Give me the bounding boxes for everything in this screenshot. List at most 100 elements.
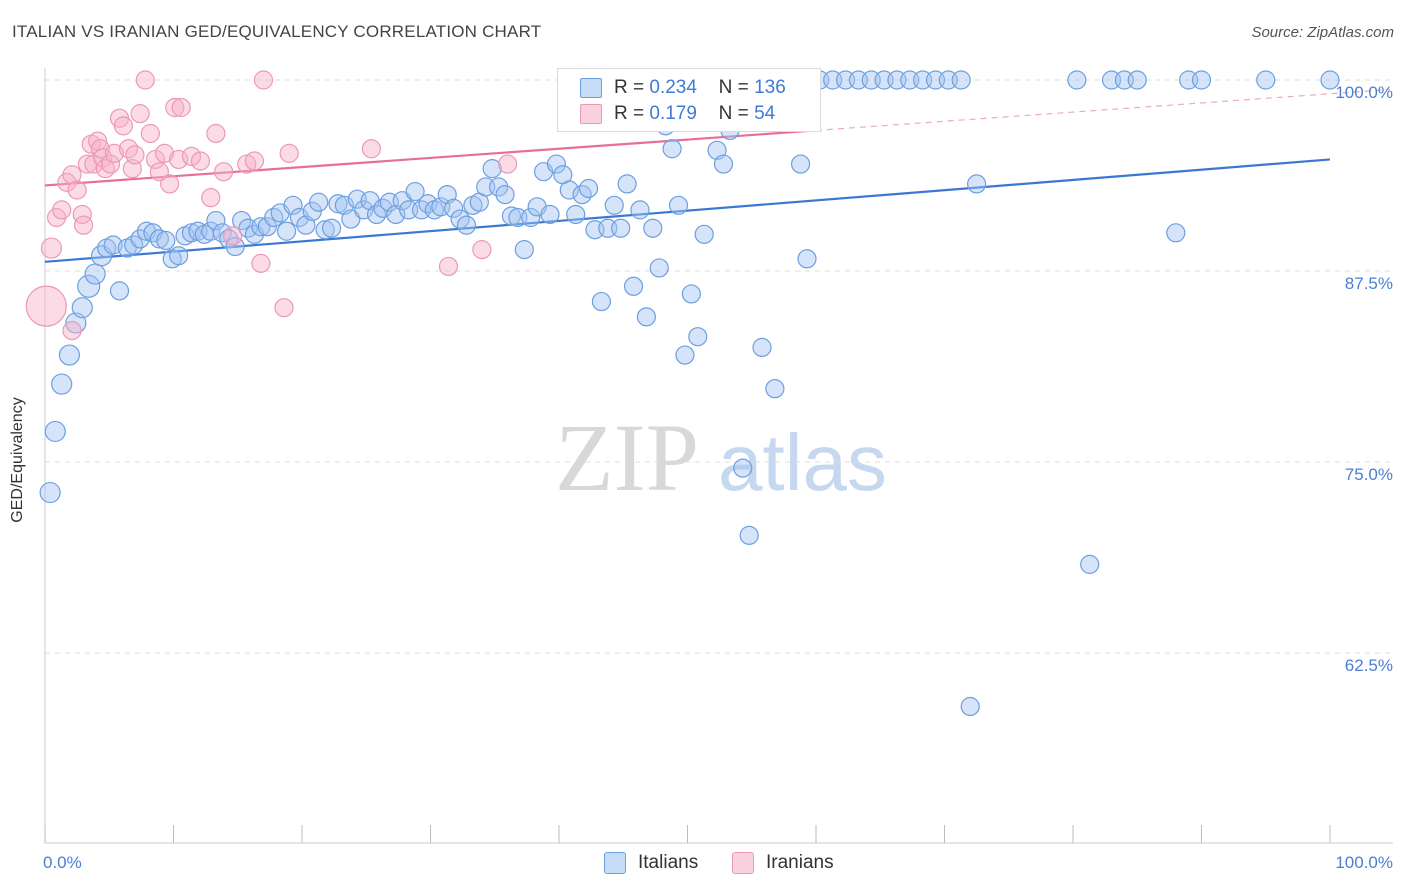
- iranians-point: [130, 104, 150, 124]
- italians-point: [149, 229, 169, 249]
- iranians-swatch: [580, 104, 602, 124]
- italians-point: [713, 154, 734, 174]
- iranians-point: [244, 151, 265, 171]
- italians-point: [662, 139, 682, 159]
- italians-point: [765, 379, 785, 399]
- iranians-point: [100, 154, 121, 174]
- italians-point: [636, 307, 656, 327]
- iranians-point: [104, 143, 124, 163]
- italians-point: [309, 192, 329, 212]
- italians-point: [604, 195, 624, 215]
- italians-point: [77, 274, 101, 298]
- legend-item-iranians[interactable]: Iranians: [732, 852, 834, 874]
- iranians-point: [223, 226, 243, 246]
- iranians-point: [171, 97, 191, 118]
- italians-point: [739, 525, 759, 545]
- iranians-point: [67, 180, 87, 200]
- italians-point: [71, 297, 93, 319]
- legend-row-iranians: R = 0.179 N = 54: [580, 102, 775, 126]
- italians-point: [109, 281, 130, 301]
- italians-point: [51, 373, 73, 395]
- italians-point: [321, 218, 342, 238]
- italians-point: [566, 204, 586, 225]
- italians-point: [733, 458, 753, 478]
- iranians-point: [154, 143, 175, 163]
- iranians-point: [135, 70, 155, 90]
- italians-point: [623, 276, 644, 296]
- italians-point: [156, 230, 176, 251]
- italians-point: [482, 159, 502, 179]
- chart-title: ITALIAN VS IRANIAN GED/EQUIVALENCY CORRE…: [12, 22, 542, 41]
- iranians-point: [190, 151, 211, 171]
- italians-point: [967, 174, 987, 194]
- iranians-point: [73, 215, 94, 235]
- italians-point: [283, 195, 303, 215]
- y-tick-label-2: 87.5%: [1345, 274, 1393, 293]
- legend-label-iranians: Iranians: [766, 852, 834, 873]
- legend-swatch-italians: [604, 852, 626, 874]
- iranians-point: [62, 165, 82, 185]
- watermark-zip: ZIP: [555, 404, 699, 511]
- italians-point: [84, 263, 106, 285]
- iranians-point: [140, 123, 160, 144]
- italians-point: [951, 70, 971, 90]
- x-tick-label-1: 100.0%: [1335, 853, 1393, 872]
- italians-point: [1127, 70, 1147, 90]
- iranians-point: [181, 146, 202, 166]
- y-tick-label-0: 62.5%: [1345, 656, 1393, 675]
- chart-source: Source: ZipAtlas.com: [1251, 24, 1394, 41]
- y-tick-label-1: 75.0%: [1345, 465, 1393, 484]
- legend-row-italians: R = 0.234 N = 136: [580, 76, 786, 100]
- italians-point: [232, 210, 252, 231]
- italians-point: [630, 200, 650, 220]
- iranians-point: [25, 285, 67, 327]
- legend-r-label-iranians: R =: [614, 103, 645, 124]
- iranians-point: [206, 123, 226, 144]
- italians-point: [169, 246, 189, 266]
- italians-point: [591, 291, 612, 312]
- iranians-point: [274, 298, 294, 318]
- italians-point: [694, 224, 714, 244]
- iranians-point: [113, 116, 133, 136]
- legend-r-value-italians: 0.234: [649, 77, 697, 98]
- iranians-point: [160, 174, 180, 194]
- italians-point: [405, 181, 425, 202]
- italians-point: [456, 215, 477, 235]
- italians-point: [328, 194, 348, 214]
- iranians-point: [472, 240, 492, 260]
- italians-point: [489, 177, 509, 197]
- iranians-point: [149, 162, 169, 182]
- italians-point: [649, 258, 669, 278]
- data-points: [25, 70, 1340, 717]
- iranians-point: [214, 162, 234, 182]
- italians-point: [1166, 223, 1186, 243]
- italians-point: [514, 240, 534, 260]
- y-tick-label-3: 100.0%: [1335, 83, 1393, 102]
- legend-r-value-iranians: 0.179: [649, 103, 697, 124]
- iranians-point: [438, 256, 459, 277]
- italians-point: [521, 207, 541, 228]
- italians-point: [1191, 70, 1212, 90]
- italians-point: [1320, 70, 1340, 90]
- italians-point: [206, 210, 226, 231]
- series-legend: Italians Iranians: [0, 852, 1406, 876]
- iranians-point: [62, 320, 82, 341]
- italians-point: [540, 204, 560, 225]
- italians-point: [668, 195, 689, 215]
- iranians-point: [253, 70, 274, 90]
- legend-item-italians[interactable]: Italians: [604, 852, 698, 874]
- italians-point: [790, 154, 811, 174]
- italians-point: [546, 154, 567, 174]
- iranians-point: [237, 154, 257, 174]
- italians-point: [103, 235, 123, 255]
- italians-point: [39, 481, 61, 504]
- iranians-point: [40, 237, 63, 259]
- italians-swatch: [580, 78, 602, 98]
- italians-point: [681, 284, 701, 304]
- legend-n-label-italians: N =: [718, 77, 749, 98]
- italians-point: [960, 696, 980, 717]
- iranians-point: [279, 143, 299, 163]
- iranians-point: [361, 139, 381, 159]
- legend-label-italians: Italians: [638, 852, 699, 873]
